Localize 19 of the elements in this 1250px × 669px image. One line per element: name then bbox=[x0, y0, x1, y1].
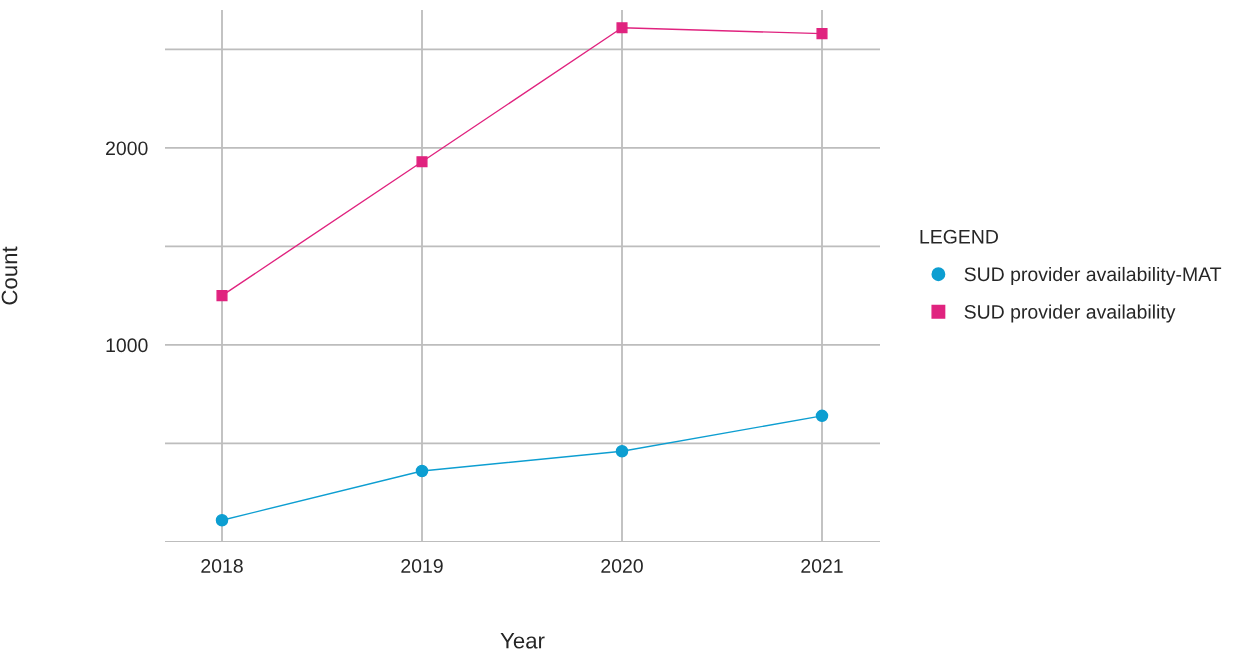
legend-label: SUD provider availability-MAT bbox=[964, 266, 1222, 286]
point bbox=[815, 409, 829, 423]
legend-title: LEGEND bbox=[920, 229, 998, 244]
x-tick-label: 2019 bbox=[401, 559, 443, 573]
x-tick-label: 2020 bbox=[601, 559, 643, 573]
x-tick-label: 2021 bbox=[801, 559, 843, 573]
point bbox=[416, 156, 428, 168]
legend-label: SUD provider availability bbox=[964, 304, 1176, 323]
point bbox=[215, 513, 229, 527]
x-tick-label: 2018 bbox=[201, 559, 243, 573]
point bbox=[816, 28, 828, 40]
point bbox=[615, 445, 629, 458]
x-axis-title: Year bbox=[500, 633, 545, 649]
y-axis-title: Count bbox=[1, 246, 18, 305]
point bbox=[616, 22, 628, 34]
point bbox=[216, 290, 228, 302]
y-tick-label: 1000 bbox=[106, 338, 148, 353]
y-tick-label: 2000 bbox=[106, 141, 148, 156]
point bbox=[415, 464, 429, 478]
